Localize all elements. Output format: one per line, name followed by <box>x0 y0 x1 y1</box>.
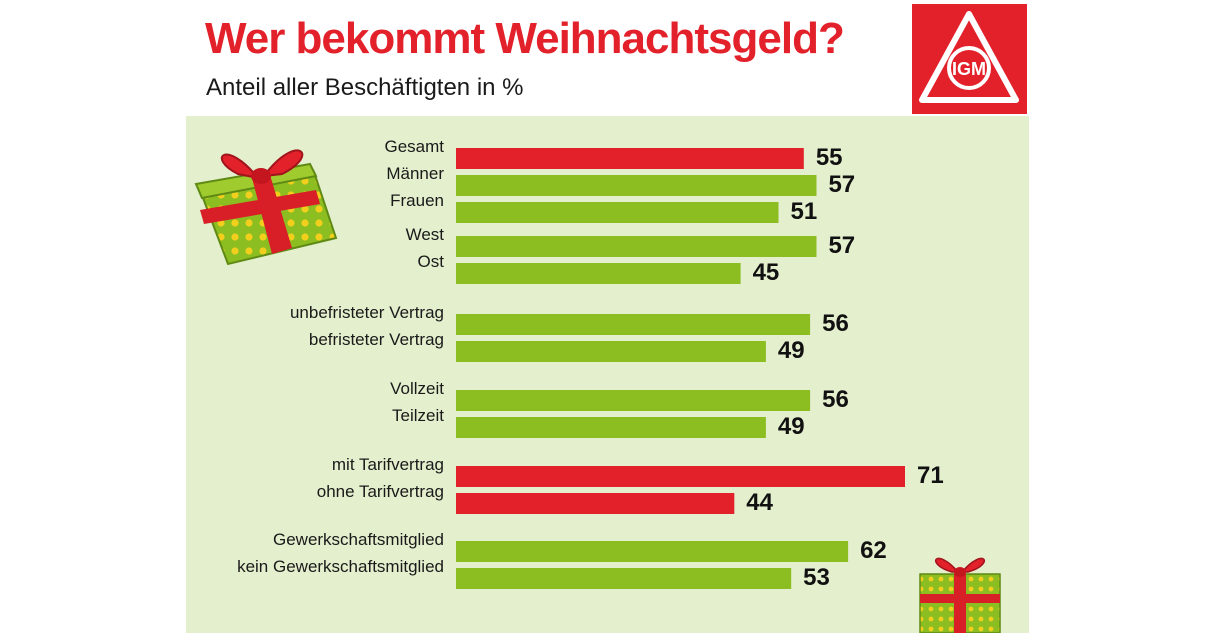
category-label: befristeter Vertrag <box>309 330 444 349</box>
gift-box-icon <box>919 557 1001 633</box>
bar-2 <box>456 202 779 223</box>
value-label: 56 <box>822 386 849 413</box>
category-label: Frauen <box>390 191 444 210</box>
value-label: 55 <box>816 144 843 171</box>
gift-box-icon <box>194 149 338 266</box>
value-label: 53 <box>803 564 830 591</box>
chart-panel: Gesamt 55 Männer 57 Frauen 51 West 57 Ost 45 unbef… <box>186 116 1029 633</box>
bar-10 <box>456 493 735 514</box>
value-label: 62 <box>860 537 887 564</box>
category-label: Ost <box>418 252 445 271</box>
category-label: Gesamt <box>384 137 444 156</box>
bar-1 <box>456 175 817 196</box>
category-label: mit Tarifvertrag <box>332 455 444 474</box>
value-label: 57 <box>828 232 855 259</box>
category-label: Gewerkschaftsmitglied <box>273 530 444 549</box>
value-label: 51 <box>791 198 818 225</box>
bar-11 <box>456 541 849 562</box>
bar-chart: Gesamt 55 Männer 57 Frauen 51 West 57 Ost 45 unbef… <box>237 137 944 591</box>
category-label: West <box>406 225 445 244</box>
bar-0 <box>456 148 804 169</box>
bar-9 <box>456 466 905 487</box>
bar-5 <box>456 314 811 335</box>
category-label: unbefristeter Vertrag <box>290 303 444 322</box>
category-label: kein Gewerkschaftsmitglied <box>237 557 444 576</box>
value-label: 44 <box>746 489 773 516</box>
chart-subtitle: Anteil aller Beschäftigten in % <box>206 74 524 101</box>
bar-7 <box>456 390 811 411</box>
bar-12 <box>456 568 792 589</box>
category-label: ohne Tarifvertrag <box>317 482 444 501</box>
bar-8 <box>456 417 766 438</box>
value-label: 57 <box>828 171 855 198</box>
bar-3 <box>456 236 817 257</box>
bar-4 <box>456 263 741 284</box>
value-label: 71 <box>917 462 944 489</box>
category-label: Männer <box>386 164 444 183</box>
category-label: Teilzeit <box>392 406 444 425</box>
svg-text:IGM: IGM <box>952 59 986 79</box>
ig-metall-logo-icon: IGM <box>912 4 1027 114</box>
chart-title: Wer bekommt Weihnachtsgeld? <box>205 14 845 63</box>
value-label: 49 <box>778 413 805 440</box>
value-label: 49 <box>778 337 805 364</box>
bar-6 <box>456 341 766 362</box>
value-label: 45 <box>753 259 780 286</box>
category-label: Vollzeit <box>390 379 444 398</box>
value-label: 56 <box>822 310 849 337</box>
